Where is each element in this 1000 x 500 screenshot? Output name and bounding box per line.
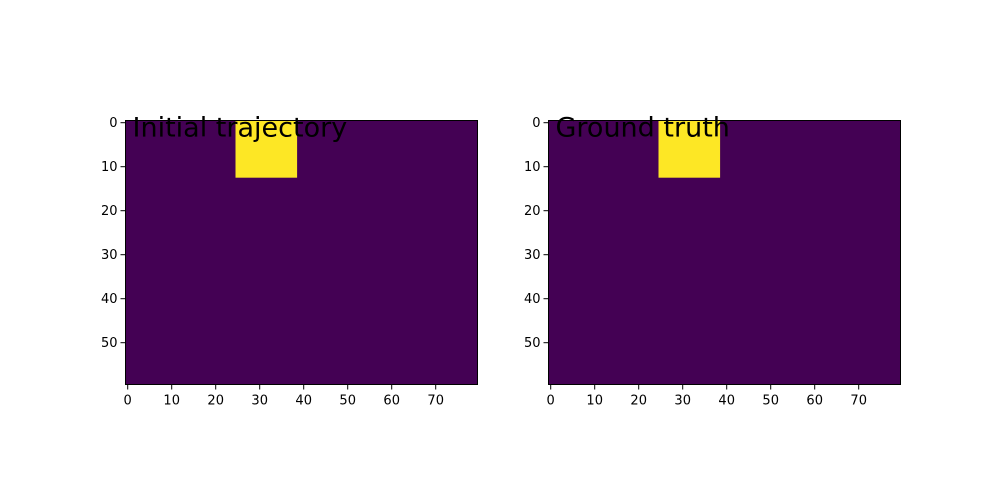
panel-title: Initial trajectory: [133, 113, 348, 144]
panel-ground-truth: 0 10 20 30 40 50 60 70 0 10 20 30 40 50 Ground truth: [524, 113, 901, 409]
heatmap-region-0: [658, 120, 721, 178]
panel-initial-trajectory: 0 10 20 30 40 50 60 70 0 10 20 30 40 50 Initial trajec…: [101, 113, 478, 409]
axes-frame: [125, 120, 478, 385]
x-tick-label: 70: [427, 394, 444, 409]
x-tick-label: 20: [630, 394, 647, 409]
x-tick-label: 10: [586, 394, 603, 409]
x-tick-label: 40: [295, 394, 312, 409]
y-tick-label: 50: [524, 336, 541, 351]
heatmap-background: [548, 120, 901, 385]
y-tick-label: 0: [532, 116, 540, 131]
x-tick-label: 30: [251, 394, 268, 409]
x-tick-label: 20: [207, 394, 224, 409]
x-tick-label: 70: [850, 394, 867, 409]
y-tick-label: 30: [101, 248, 118, 263]
y-tick-label: 20: [524, 204, 541, 219]
y-tick-label: 50: [101, 336, 118, 351]
x-tick-label: 30: [674, 394, 691, 409]
panel-title: Ground truth: [556, 113, 730, 144]
y-tick-label: 40: [101, 292, 118, 307]
heatmap-region-0: [235, 120, 298, 178]
y-tick-label: 10: [101, 160, 118, 175]
x-tick-label: 60: [806, 394, 823, 409]
y-tick-label: 30: [524, 248, 541, 263]
x-tick-label: 0: [124, 394, 132, 409]
heatmap-background: [125, 120, 478, 385]
y-tick-label: 20: [101, 204, 118, 219]
x-tick-label: 40: [718, 394, 735, 409]
y-tick-label: 10: [524, 160, 541, 175]
x-tick-label: 50: [762, 394, 779, 409]
y-tick-label: 40: [524, 292, 541, 307]
axes-frame: [548, 120, 901, 385]
x-tick-label: 10: [163, 394, 180, 409]
x-tick-label: 50: [339, 394, 356, 409]
x-tick-label: 0: [547, 394, 555, 409]
x-tick-label: 60: [383, 394, 400, 409]
y-tick-label: 0: [109, 116, 117, 131]
